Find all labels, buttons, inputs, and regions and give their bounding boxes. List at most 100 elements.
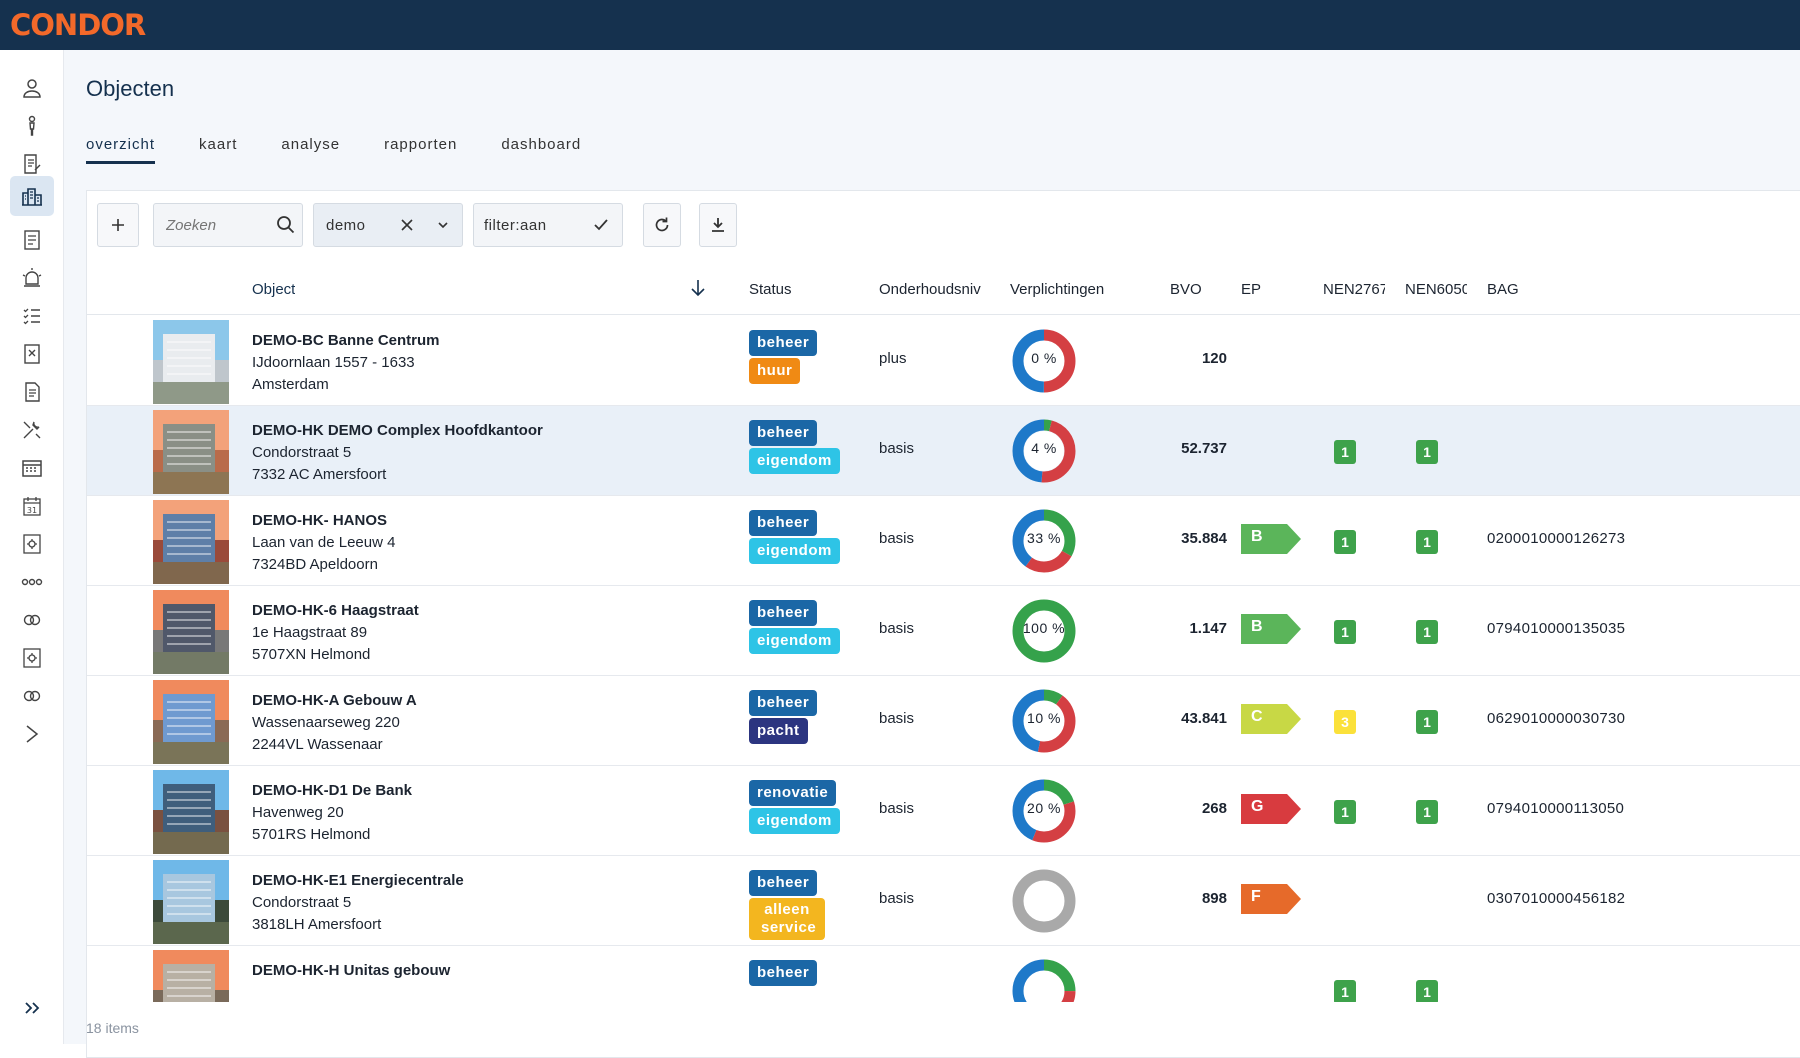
column-verplichtingen[interactable]: Verplichtingen: [1010, 281, 1105, 298]
person-standing-icon: [28, 115, 36, 136]
column-object[interactable]: Object: [252, 281, 296, 298]
portfolio-select[interactable]: demo: [313, 203, 463, 247]
nen6050-score: 1: [1416, 980, 1438, 1002]
object-info[interactable]: DEMO-HK-E1 Energiecentrale Condorstraat 5…: [252, 870, 464, 936]
object-name: DEMO-HK-D1 De Bank: [252, 782, 413, 799]
object-name: DEMO-HK-6 Haagstraat: [252, 602, 419, 619]
energy-label-letter: C: [1251, 708, 1263, 725]
donut-segment-planned: [1012, 779, 1076, 843]
nen2767-score: 1: [1334, 980, 1356, 1002]
sidebar-item-reports[interactable]: [10, 220, 54, 260]
object-info[interactable]: DEMO-HK-6 Haagstraat 1e Haagstraat 89 5707…: [252, 600, 419, 666]
sidebar-item-settings[interactable]: [10, 524, 54, 564]
sort-arrow-down-icon[interactable]: [691, 279, 705, 297]
sidebar-item-calendar[interactable]: 31: [10, 486, 54, 526]
obligations-donut: [1012, 689, 1076, 753]
svg-text:31: 31: [27, 506, 37, 515]
object-info[interactable]: DEMO-HK-A Gebouw A Wassenaarseweg 220 2244…: [252, 690, 417, 756]
table-row[interactable]: DEMO-HK-H Unitas gebouw beheer 1 1: [87, 946, 1800, 1002]
object-address: Condorstraat 5: [252, 444, 352, 461]
donut-segment-planned: [1012, 689, 1076, 753]
search-input[interactable]: [166, 216, 276, 234]
object-photo[interactable]: [153, 500, 229, 584]
sidebar-item-tasks[interactable]: [10, 296, 54, 336]
object-photo[interactable]: [153, 860, 229, 944]
document-icon: [25, 382, 40, 402]
refresh-icon: [655, 217, 669, 232]
sidebar-item-documents[interactable]: [10, 372, 54, 412]
sidebar-item-contracts[interactable]: [10, 144, 54, 184]
object-photo[interactable]: [153, 410, 229, 494]
alarm-icon: [22, 268, 42, 287]
download-button[interactable]: [699, 203, 737, 247]
tab-bar: overzicht kaart analyse rapporten dashbo…: [86, 136, 625, 164]
object-photo[interactable]: [153, 950, 229, 1002]
table-row[interactable]: DEMO-HK- HANOS Laan van de Leeuw 4 7324BD …: [87, 496, 1800, 586]
sidebar-item-configuration[interactable]: [10, 638, 54, 678]
chevron-down-icon[interactable]: [436, 218, 450, 232]
column-ep[interactable]: EP: [1241, 281, 1262, 298]
nen2767-score: 1: [1334, 620, 1356, 644]
sidebar-item-tenant[interactable]: [10, 106, 54, 146]
table-row[interactable]: DEMO-BC Banne Centrum IJdoornlaan 1557 - …: [87, 316, 1800, 406]
status-badge: beheer: [749, 960, 818, 986]
donut-segment-overdue: [1012, 689, 1076, 753]
object-info[interactable]: DEMO-HK- HANOS Laan van de Leeuw 4 7324BD …: [252, 510, 395, 576]
clear-icon[interactable]: [400, 218, 414, 232]
app-logo[interactable]: CONDOR: [10, 8, 146, 42]
object-photo[interactable]: [153, 680, 229, 764]
tab-dashboard[interactable]: dashboard: [501, 136, 582, 153]
gear-document-icon: [23, 534, 41, 554]
status-badge: beheer: [749, 600, 818, 626]
bvo-value: 120: [1201, 350, 1227, 367]
sidebar-item-connections[interactable]: [10, 676, 54, 716]
obligations-donut: [1012, 959, 1076, 1002]
donut-hole: [1024, 341, 1064, 381]
sidebar-expand-button[interactable]: [10, 988, 54, 1028]
sidebar-item-more[interactable]: [10, 714, 54, 754]
column-bag[interactable]: BAG: [1487, 281, 1519, 298]
sidebar-item-person[interactable]: [10, 68, 54, 108]
filter-value: filter:aan: [484, 216, 547, 234]
table-row[interactable]: DEMO-HK-E1 Energiecentrale Condorstraat 5…: [87, 856, 1800, 946]
object-city: 2244VL Wassenaar: [252, 736, 383, 753]
object-photo[interactable]: [153, 770, 229, 854]
add-button[interactable]: [97, 203, 139, 247]
object-info[interactable]: DEMO-HK-D1 De Bank Havenweg 20 5701RS Helm…: [252, 780, 412, 846]
sidebar-item-links[interactable]: [10, 600, 54, 640]
refresh-button[interactable]: [643, 203, 681, 247]
object-photo[interactable]: [153, 320, 229, 404]
energy-label: [1241, 884, 1301, 914]
table-row[interactable]: DEMO-HK-D1 De Bank Havenweg 20 5701RS Helm…: [87, 766, 1800, 856]
energy-label: [1241, 524, 1301, 554]
object-info[interactable]: DEMO-HK DEMO Complex Hoofdkantoor Condors…: [252, 420, 543, 486]
column-nen6050[interactable]: NEN6050: [1405, 281, 1467, 298]
tab-analyse[interactable]: analyse: [281, 136, 341, 153]
column-onderhoud[interactable]: Onderhoudsniv: [879, 281, 981, 298]
search-icon[interactable]: [276, 215, 296, 235]
toolbar: demo filter:aan: [97, 203, 997, 247]
object-info[interactable]: DEMO-BC Banne Centrum IJdoornlaan 1557 - …: [252, 330, 440, 396]
table-row[interactable]: DEMO-HK DEMO Complex Hoofdkantoor Condors…: [87, 406, 1800, 496]
column-status[interactable]: Status: [749, 281, 792, 298]
column-bvo[interactable]: BVO: [1170, 281, 1202, 298]
object-info[interactable]: DEMO-HK-H Unitas gebouw: [252, 960, 450, 982]
table-row[interactable]: DEMO-HK-6 Haagstraat 1e Haagstraat 89 5707…: [87, 586, 1800, 676]
tab-rapporten[interactable]: rapporten: [384, 136, 458, 153]
donut-hole: [1024, 701, 1064, 741]
sidebar-item-network[interactable]: [10, 562, 54, 602]
table-row[interactable]: DEMO-HK-A Gebouw A Wassenaarseweg 220 2244…: [87, 676, 1800, 766]
sidebar-item-tools[interactable]: [10, 410, 54, 450]
tab-kaart[interactable]: kaart: [199, 136, 238, 153]
sidebar-item-planning[interactable]: [10, 448, 54, 488]
sidebar-item-objects[interactable]: [10, 176, 54, 216]
user-icon: [23, 79, 41, 98]
sidebar-item-maintenance[interactable]: [10, 334, 54, 374]
sidebar-item-alerts[interactable]: [10, 258, 54, 298]
filter-toggle[interactable]: filter:aan: [473, 203, 623, 247]
column-nen2767[interactable]: NEN2767: [1323, 281, 1385, 298]
status-badge: eigendom: [749, 448, 840, 474]
status-badge: beheer: [749, 420, 818, 446]
tab-overzicht[interactable]: overzicht: [86, 136, 156, 164]
object-photo[interactable]: [153, 590, 229, 674]
